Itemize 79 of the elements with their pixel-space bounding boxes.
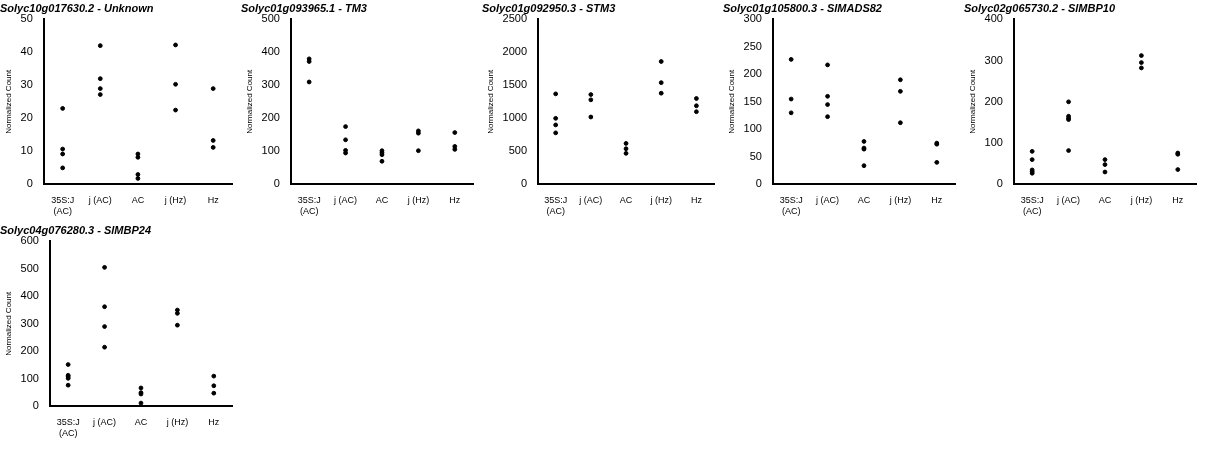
y-tick-label: 0 <box>755 177 762 190</box>
y-axis-title: Normalized Count <box>486 69 495 134</box>
x-tick-label: AC <box>1098 195 1112 206</box>
y-tick-label: 300 <box>20 316 39 329</box>
y-tick-label: 2500 <box>502 12 528 25</box>
y-tick-label: 100 <box>743 122 762 135</box>
x-tick-label: 35S:J (AC) <box>544 195 568 217</box>
y-tick-label: 400 <box>984 12 1003 25</box>
chart-title: Solyc10g017630.2 - Unknown <box>0 1 154 14</box>
y-tick-label: 100 <box>984 136 1003 149</box>
y-tick-label: 300 <box>261 78 280 91</box>
y-tick-label: 500 <box>20 261 39 274</box>
y-tick-label: 50 <box>749 149 762 162</box>
y-tick-label: 0 <box>996 177 1003 190</box>
x-tick-label: 35S:J (AC) <box>779 195 803 217</box>
x-tick-label: j (AC) <box>815 195 840 206</box>
x-tick-label: j (Hz) <box>649 195 672 206</box>
y-tick-label: 40 <box>20 45 33 58</box>
x-tick-label: AC <box>131 195 145 206</box>
x-tick-label: j (Hz) <box>406 195 430 206</box>
y-tick-label: 0 <box>26 177 33 190</box>
y-tick-label: 100 <box>20 371 39 384</box>
x-tick-label: j (Hz) <box>1129 195 1153 206</box>
y-tick-label: 200 <box>984 94 1003 107</box>
y-tick-label: 100 <box>261 144 280 157</box>
x-tick-label: Hz <box>1172 195 1184 206</box>
x-tick-label: 35S:J (AC) <box>297 195 321 217</box>
y-tick-label: 2000 <box>502 45 528 58</box>
x-tick-label: Hz <box>207 195 220 206</box>
x-tick-label: Hz <box>931 195 943 206</box>
y-axis-title: Normalized Count <box>968 69 977 134</box>
x-tick-label: j (Hz) <box>888 195 912 206</box>
x-tick-label: AC <box>134 417 148 428</box>
x-tick-label: Hz <box>449 195 461 206</box>
y-tick-label: 0 <box>32 399 39 412</box>
y-tick-label: 400 <box>261 45 280 58</box>
y-tick-label: 200 <box>20 344 39 357</box>
x-tick-label: AC <box>857 195 871 206</box>
y-tick-label: 200 <box>743 67 762 80</box>
x-tick-label: j (AC) <box>578 195 603 206</box>
y-tick-label: 30 <box>20 78 33 91</box>
x-tick-label: AC <box>619 195 633 206</box>
x-tick-label: Hz <box>208 417 220 428</box>
x-tick-label: j (AC) <box>333 195 358 206</box>
x-tick-label: j (Hz) <box>165 417 189 428</box>
chart-title: Solyc04g076280.3 - SlMBP24 <box>0 223 152 236</box>
y-tick-label: 10 <box>20 144 33 157</box>
chart-title: Solyc01g093965.1 - TM3 <box>241 1 367 14</box>
y-axis-title: Normalized Count <box>245 69 254 134</box>
x-tick-label: 35S:J (AC) <box>51 195 75 217</box>
y-axis-title: Normalized Count <box>4 291 13 356</box>
x-tick-label: 35S:J (AC) <box>1020 195 1044 217</box>
y-tick-label: 0 <box>520 177 528 190</box>
y-tick-label: 500 <box>508 144 528 157</box>
y-tick-label: 200 <box>261 111 280 124</box>
y-tick-label: 400 <box>20 289 39 302</box>
x-tick-label: 35S:J (AC) <box>56 417 80 439</box>
y-axis-title: Normalized Count <box>727 69 736 134</box>
y-tick-label: 300 <box>743 12 762 25</box>
y-tick-label: 20 <box>20 111 33 124</box>
x-tick-label: j (AC) <box>1056 195 1081 206</box>
y-tick-label: 150 <box>743 94 762 107</box>
chart-title: Solyc02g065730.2 - SlMBP10 <box>964 1 1116 14</box>
y-tick-label: 50 <box>20 12 33 25</box>
y-tick-label: 1000 <box>502 111 528 124</box>
x-tick-label: Hz <box>690 195 703 206</box>
x-tick-label: j (AC) <box>87 195 112 206</box>
chart-title: Solyc01g092950.3 - STM3 <box>482 1 616 14</box>
y-tick-label: 600 <box>20 234 39 247</box>
y-tick-label: 250 <box>743 39 762 52</box>
y-tick-label: 500 <box>261 12 280 25</box>
chart-title: Solyc01g105800.3 - SlMADS82 <box>723 1 882 14</box>
y-tick-label: 300 <box>984 53 1003 66</box>
x-tick-label: AC <box>375 195 389 206</box>
x-tick-label: j (AC) <box>92 417 117 428</box>
y-tick-label: 0 <box>273 177 280 190</box>
y-tick-label: 1500 <box>502 78 528 91</box>
x-tick-label: j (Hz) <box>163 195 187 206</box>
y-axis-title: Normalized Count <box>4 69 13 134</box>
